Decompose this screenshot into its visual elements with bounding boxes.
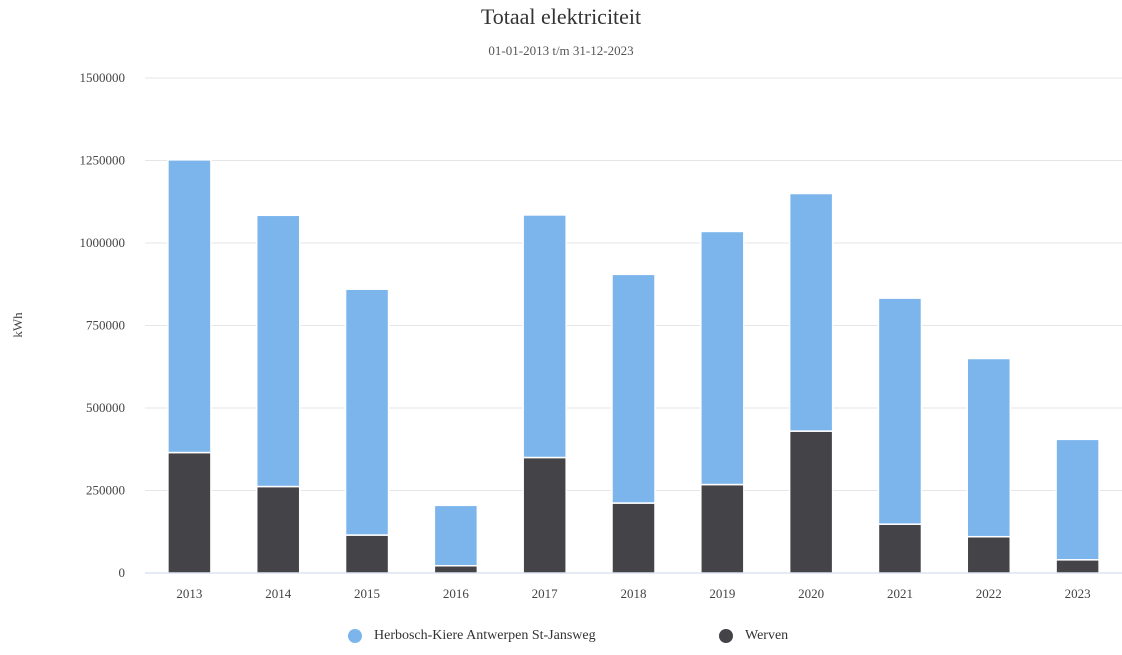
y-tick-label: 1250000: [80, 153, 126, 168]
legend-dot-herbosch: [348, 629, 362, 643]
bar-herbosch-2013[interactable]: [167, 159, 212, 454]
bar-herbosch-2021[interactable]: [877, 297, 923, 525]
x-tick-label: 2022: [976, 586, 1002, 601]
x-tick-label: 2021: [887, 586, 913, 601]
x-tick-label: 2015: [354, 586, 380, 601]
x-tick-label: 2017: [532, 586, 559, 601]
legend-dot-werven: [719, 629, 733, 643]
y-tick-label: 500000: [86, 400, 125, 415]
x-tick-label: 2019: [709, 586, 735, 601]
bar-werven-2015[interactable]: [344, 534, 390, 574]
legend-label-werven: Werven: [745, 628, 789, 643]
chart-subtitle: 01-01-2013 t/m 31-12-2023: [488, 43, 634, 58]
bar-werven-2021[interactable]: [877, 523, 923, 574]
bar-herbosch-2015[interactable]: [344, 288, 390, 536]
bar-werven-2016[interactable]: [433, 564, 479, 574]
bar-herbosch-2020[interactable]: [788, 192, 834, 432]
bar-herbosch-2019[interactable]: [700, 230, 745, 486]
bar-werven-2013[interactable]: [167, 451, 212, 574]
legend: Herbosch-Kiere Antwerpen St-Jansweg Werv…: [0, 628, 1122, 650]
x-axis-ticks: 2013 2014 2015 2016 2017 2018 2019 2020 2021 2022…: [176, 586, 1090, 601]
legend-label-herbosch: Herbosch-Kiere Antwerpen St-Jansweg: [374, 628, 596, 643]
bar-werven-2018[interactable]: [611, 502, 656, 574]
y-tick-label: 250000: [86, 483, 125, 498]
bar-werven-2022[interactable]: [966, 535, 1012, 574]
bar-herbosch-2016[interactable]: [433, 504, 479, 567]
bar-herbosch-2014[interactable]: [255, 214, 301, 488]
x-tick-label: 2023: [1065, 586, 1091, 601]
bar-herbosch-2022[interactable]: [966, 357, 1012, 538]
x-tick-label: 2018: [621, 586, 647, 601]
x-tick-label: 2020: [798, 586, 824, 601]
y-tick-label: 1500000: [80, 70, 126, 85]
x-tick-label: 2016: [443, 586, 470, 601]
chart-title: Totaal elektriciteit: [480, 4, 642, 29]
chart-plot: 0 250000 500000 750000 1000000 1250000 1500000…: [10, 70, 1122, 601]
y-axis-label: kWh: [10, 312, 25, 338]
y-axis-ticks: 0 250000 500000 750000 1000000 1250000 1500000: [80, 70, 126, 580]
bar-werven-2023[interactable]: [1055, 559, 1100, 574]
bar-herbosch-2023[interactable]: [1055, 438, 1100, 561]
bar-werven-2014[interactable]: [255, 485, 301, 574]
bar-herbosch-2017[interactable]: [522, 214, 567, 459]
bar-herbosch-2018[interactable]: [611, 273, 656, 504]
bar-werven-2020[interactable]: [788, 430, 834, 574]
y-tick-label: 1000000: [80, 235, 126, 250]
bar-werven-2019[interactable]: [700, 483, 745, 574]
y-tick-label: 0: [119, 565, 126, 580]
legend-item-herbosch[interactable]: Herbosch-Kiere Antwerpen St-Jansweg: [348, 628, 596, 644]
bar-werven-2017[interactable]: [522, 456, 567, 574]
bars: [167, 159, 1100, 574]
y-tick-label: 750000: [86, 318, 125, 333]
x-tick-label: 2013: [176, 586, 202, 601]
x-tick-label: 2014: [265, 586, 292, 601]
legend-item-werven[interactable]: Werven: [719, 628, 788, 644]
